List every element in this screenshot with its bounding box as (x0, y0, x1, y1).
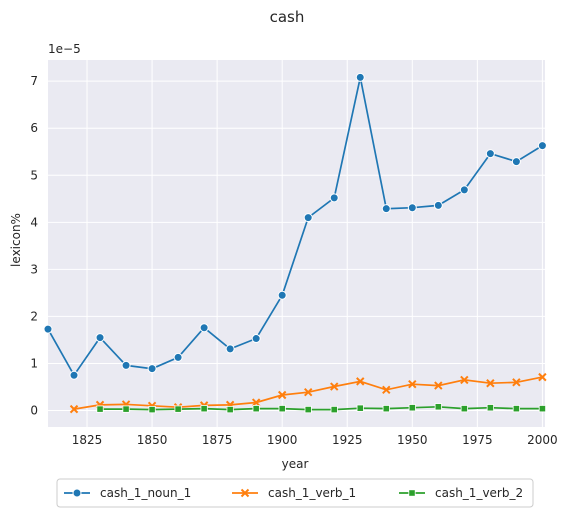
data-point (511, 157, 521, 167)
y-tick-label: 2 (30, 309, 38, 323)
y-tick-label: 0 (30, 404, 38, 418)
data-point (277, 290, 287, 300)
plot-area (43, 60, 547, 427)
data-point (252, 405, 260, 413)
data-point (407, 203, 417, 213)
legend-item: cash_1_verb_2 (399, 486, 523, 500)
series-line (100, 405, 543, 411)
data-point (408, 379, 417, 389)
data-point (460, 405, 468, 413)
data-point (95, 333, 105, 343)
data-point (226, 405, 234, 414)
data-point (251, 334, 261, 344)
legend-label: cash_1_verb_1 (268, 486, 356, 500)
data-point (121, 360, 131, 370)
data-point (69, 404, 79, 414)
data-point (486, 404, 494, 412)
x-tick-label: 1850 (137, 433, 168, 447)
data-point (356, 404, 364, 412)
y-axis: 0 1 2 3 4 5 6 7 (30, 74, 38, 417)
x-axis: 1825 1850 1875 1900 1925 1950 1975 2000 (72, 433, 558, 447)
x-axis-label: year (282, 457, 309, 471)
data-point (69, 370, 79, 380)
data-point (174, 405, 182, 413)
legend-label: cash_1_verb_2 (435, 486, 523, 500)
series-group (43, 72, 547, 414)
data-point (485, 149, 495, 159)
data-point (96, 405, 104, 413)
data-point (408, 404, 416, 412)
data-point (381, 204, 391, 214)
data-point (173, 352, 183, 362)
data-point (330, 405, 338, 414)
data-point (304, 405, 312, 414)
data-point (225, 344, 235, 354)
x-tick-label: 1900 (267, 433, 298, 447)
data-point (434, 381, 443, 390)
data-point (538, 372, 547, 382)
data-point (433, 200, 443, 210)
data-point (355, 72, 365, 82)
data-point (43, 324, 53, 334)
legend-item: cash_1_verb_1 (232, 486, 356, 500)
plot-background (48, 60, 545, 427)
chart-title: cash (270, 8, 305, 26)
data-point (434, 403, 442, 411)
legend-marker (408, 489, 416, 497)
data-point (277, 390, 287, 400)
legend-marker (72, 488, 82, 498)
grid-lines (48, 60, 545, 427)
data-point (512, 405, 520, 413)
data-point (537, 141, 547, 151)
legend-item: cash_1_noun_1 (64, 486, 191, 500)
data-point (147, 364, 157, 374)
y-multiplier-label: 1e−5 (48, 42, 81, 56)
data-point (486, 379, 495, 388)
legend-frame (56, 478, 534, 508)
data-point (330, 382, 339, 391)
series-cash_1_verb_2 (96, 403, 546, 414)
data-point (459, 185, 469, 195)
data-point (199, 323, 209, 333)
data-point (304, 387, 313, 397)
y-tick-label: 5 (30, 168, 38, 182)
data-point (329, 193, 339, 203)
data-point (460, 375, 469, 385)
y-tick-label: 7 (30, 74, 38, 88)
legend: cash_1_noun_1 cash_1_verb_1 cash_1_verb_2 (56, 478, 534, 508)
data-point (512, 378, 521, 387)
x-tick-label: 1875 (202, 433, 233, 447)
data-point (148, 405, 156, 414)
y-tick-label: 3 (30, 262, 38, 276)
series-cash_1_noun_1 (43, 72, 547, 380)
x-tick-label: 1950 (397, 433, 428, 447)
data-point (278, 405, 286, 413)
data-point (251, 398, 261, 407)
legend-label: cash_1_noun_1 (100, 486, 191, 500)
x-tick-label: 2000 (527, 433, 558, 447)
data-point (538, 405, 546, 413)
x-tick-label: 1825 (72, 433, 103, 447)
data-point (356, 377, 365, 386)
x-tick-label: 1925 (332, 433, 363, 447)
y-tick-label: 6 (30, 121, 38, 135)
data-point (382, 405, 390, 413)
x-tick-label: 1975 (462, 433, 493, 447)
data-point (122, 405, 130, 413)
y-tick-label: 1 (30, 356, 38, 370)
y-tick-label: 4 (30, 215, 38, 229)
data-point (303, 213, 313, 223)
y-axis-label: lexicon% (9, 213, 23, 267)
data-point (382, 385, 391, 395)
legend-marker (240, 488, 250, 498)
data-point (200, 405, 208, 413)
